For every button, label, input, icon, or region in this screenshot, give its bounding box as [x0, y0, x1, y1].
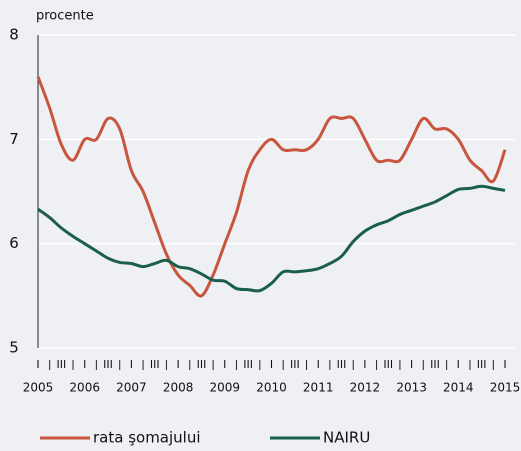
- year-label: 2007: [116, 381, 147, 395]
- x-tick-label: III: [477, 358, 487, 371]
- y-tick-label: 6: [9, 234, 19, 252]
- x-tick-label: I: [317, 358, 320, 371]
- x-tick-label: I: [36, 358, 39, 371]
- y-axis-label: procente: [36, 9, 94, 24]
- x-tick-label: I: [270, 358, 273, 371]
- year-label: 2014: [443, 381, 474, 395]
- y-tick-label: 7: [9, 130, 19, 148]
- year-label: 2011: [303, 381, 334, 395]
- year-label: 2005: [23, 381, 54, 395]
- x-tick-label: III: [197, 358, 207, 371]
- line-series: [36, 76, 507, 298]
- year-label: 2008: [163, 381, 194, 395]
- x-tick-label: III: [430, 358, 440, 371]
- year-label: 2006: [69, 381, 100, 395]
- x-tick-label: I: [223, 358, 226, 371]
- line-series: [37, 184, 506, 293]
- x-tick-label: III: [150, 358, 160, 371]
- legend-label: NAIRU: [323, 429, 370, 447]
- x-tick-label: I: [363, 358, 366, 371]
- x-tick-label: I: [457, 358, 460, 371]
- y-tick-label: 8: [9, 26, 19, 44]
- year-label: 2009: [210, 381, 241, 395]
- x-tick-label: III: [290, 358, 300, 371]
- x-tick-label: III: [383, 358, 393, 371]
- x-tick-label: I: [130, 358, 133, 371]
- year-label: 2013: [396, 381, 427, 395]
- year-label: 2010: [256, 381, 287, 395]
- x-tick-label: I: [503, 358, 506, 371]
- legend-label: rata şomajului: [93, 429, 201, 447]
- y-tick-label: 5: [9, 339, 19, 357]
- x-tick-label: I: [176, 358, 179, 371]
- x-tick-label: III: [337, 358, 347, 371]
- x-tick-label: I: [410, 358, 413, 371]
- x-tick-label: III: [56, 358, 66, 371]
- year-label: 2015: [490, 381, 521, 395]
- year-label: 2012: [350, 381, 381, 395]
- x-tick-label: III: [243, 358, 253, 371]
- x-tick-label: III: [103, 358, 113, 371]
- x-tick-label: I: [83, 358, 86, 371]
